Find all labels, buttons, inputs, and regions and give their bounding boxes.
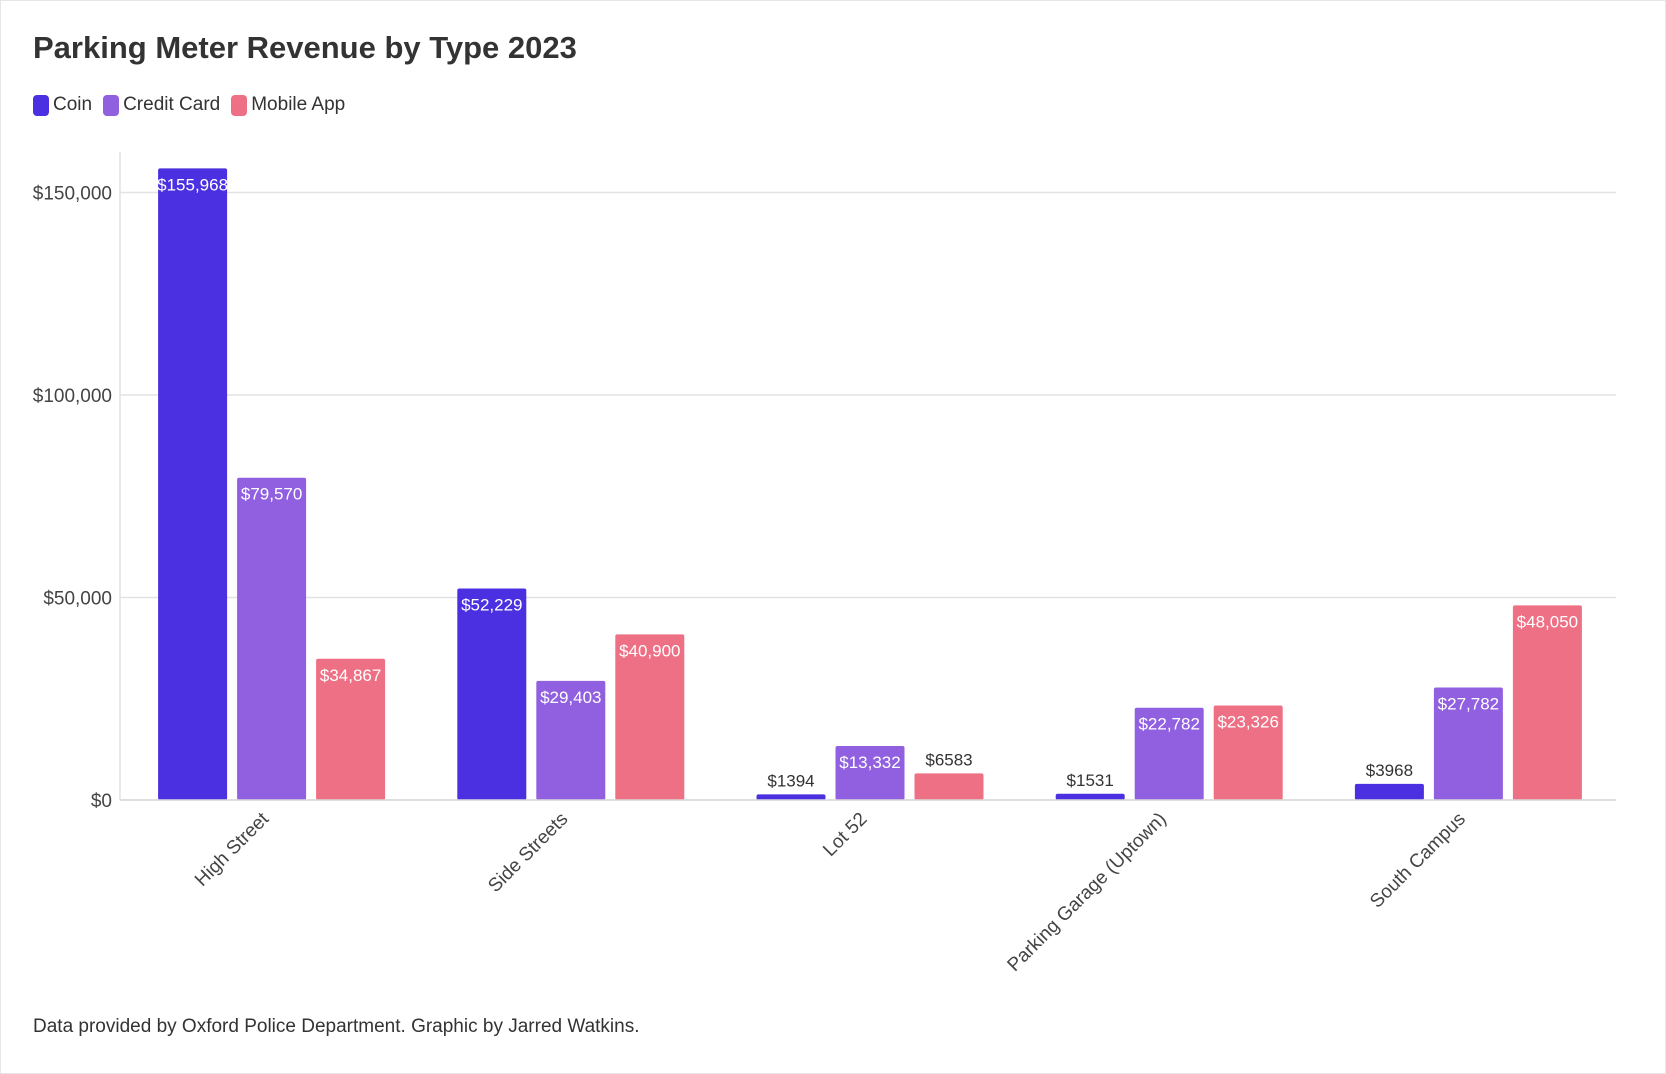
y-tick-label: $0 xyxy=(91,791,112,812)
legend-item-credit-card[interactable]: Credit Card xyxy=(103,94,220,116)
data-label: $155,968 xyxy=(157,175,228,194)
data-label: $34,867 xyxy=(320,666,381,685)
legend-swatch-mobile-app xyxy=(231,94,248,116)
legend-item-coin[interactable]: Coin xyxy=(33,94,92,116)
bar[interactable] xyxy=(1134,707,1204,800)
legend-label-coin: Coin xyxy=(53,94,93,115)
bar[interactable] xyxy=(316,658,386,800)
data-label: $1531 xyxy=(1067,771,1114,790)
bar[interactable] xyxy=(457,588,527,800)
data-label: $1394 xyxy=(767,771,814,790)
data-label: $3968 xyxy=(1366,761,1413,780)
y-tick-label: $50,000 xyxy=(43,589,112,610)
y-tick-label: $100,000 xyxy=(33,386,112,407)
legend-label-mobile-app: Mobile App xyxy=(251,94,346,115)
data-label: $23,326 xyxy=(1217,713,1278,732)
data-label: $22,782 xyxy=(1138,715,1199,734)
data-label: $48,050 xyxy=(1517,612,1578,631)
bar[interactable] xyxy=(615,634,685,800)
data-label: $13,332 xyxy=(839,753,900,772)
x-tick-label: Parking Garage (Uptown) xyxy=(1004,809,1171,976)
bar[interactable] xyxy=(1055,793,1125,800)
bar[interactable] xyxy=(914,773,984,800)
bar[interactable] xyxy=(237,477,307,800)
bar[interactable] xyxy=(158,168,228,801)
legend-label-credit-card: Credit Card xyxy=(123,94,221,115)
x-tick-label: South Campus xyxy=(1366,809,1470,913)
chart-title: Parking Meter Revenue by Type 2023 xyxy=(33,30,577,65)
bar[interactable] xyxy=(1512,605,1582,800)
data-label: $29,403 xyxy=(540,688,601,707)
y-tick-label: $150,000 xyxy=(33,184,112,205)
legend-item-mobile-app[interactable]: Mobile App xyxy=(231,94,345,116)
legend-swatch-credit-card xyxy=(103,94,120,116)
data-label: $40,900 xyxy=(619,641,680,660)
bar[interactable] xyxy=(1433,687,1503,800)
legend-swatch-coin xyxy=(33,94,49,116)
bar[interactable] xyxy=(1213,705,1283,800)
bar[interactable] xyxy=(536,680,606,800)
bar-chart: $0 $50,000 $100,000 $150,000 $155,968 $79,570… xyxy=(33,152,1616,976)
bar[interactable] xyxy=(1354,783,1424,800)
x-tick-label: High Street xyxy=(191,808,274,891)
footer-credit: Data provided by Oxford Police Departmen… xyxy=(33,1016,640,1037)
data-label: $79,570 xyxy=(241,485,302,504)
bar[interactable] xyxy=(756,794,826,800)
x-tick-label: Lot 52 xyxy=(819,809,871,861)
data-label: $52,229 xyxy=(461,595,522,614)
legend: Coin Credit Card Mobile App xyxy=(33,94,356,116)
data-label: $27,782 xyxy=(1438,694,1499,713)
x-tick-label: Side Streets xyxy=(484,809,572,897)
bar[interactable] xyxy=(835,746,905,800)
data-label: $6583 xyxy=(925,750,972,769)
